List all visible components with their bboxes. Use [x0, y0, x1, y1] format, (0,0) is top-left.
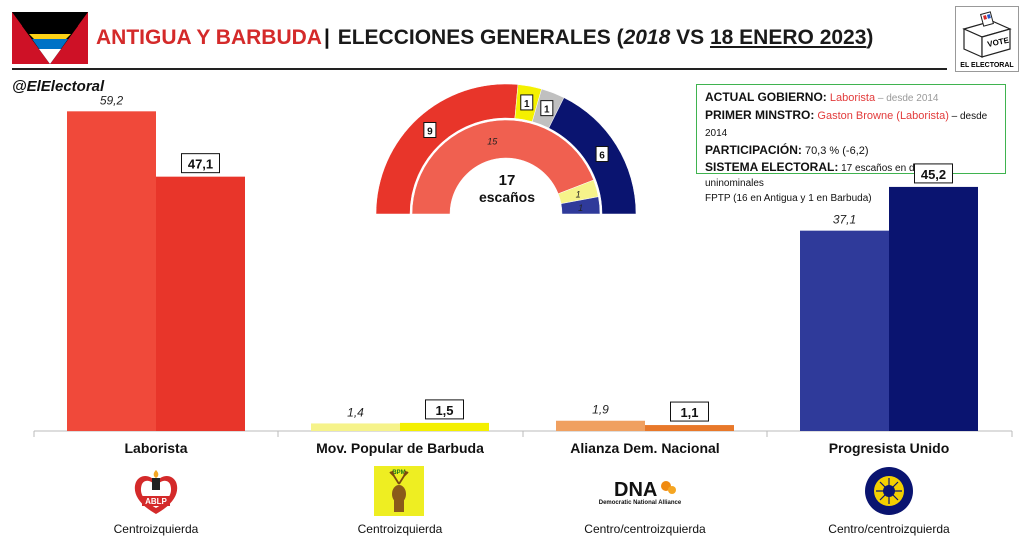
- ideology-pu: Centro/centroizquierda: [828, 522, 950, 536]
- title-separator: |: [323, 26, 330, 49]
- seat-arc-2018-label: 15: [487, 136, 498, 146]
- dna-logo: DNA Democratic National Alliance: [599, 479, 682, 506]
- data-label-2023: 1,1: [680, 405, 698, 420]
- seat-arc-2023: [548, 97, 637, 215]
- title-vs: VS: [670, 26, 710, 49]
- svg-text:Democratic National Alliance: Democratic National Alliance: [599, 500, 682, 506]
- bar-2023: [889, 186, 978, 431]
- ideology-mpb: Centroizquierda: [357, 522, 443, 536]
- system-value: 17 escaños en distritos uninominales: [705, 163, 944, 189]
- info-box: ACTUAL GOBIERNO: Laborista – desde 2014 …: [696, 84, 1006, 204]
- title-main: ELECCIONES GENERALES (: [337, 26, 624, 49]
- ballot-box-icon: VOTE EL ELECTORAL: [960, 11, 1014, 69]
- bar-2018: [311, 423, 400, 431]
- ideology-adn: Centro/centroizquierda: [584, 522, 706, 536]
- data-label-box-2023: [914, 163, 953, 184]
- data-label-2018: 59,2: [100, 93, 124, 107]
- title-end: ): [866, 26, 874, 49]
- seat-arc-2023-label-box: [520, 94, 534, 111]
- seats-total-label: escaños: [478, 189, 536, 205]
- gov-label: ACTUAL GOBIERNO:: [705, 90, 827, 104]
- seat-arc-2018: [411, 119, 594, 215]
- seat-arc-2023-label: 9: [427, 126, 433, 137]
- title-year: 2018: [623, 26, 671, 49]
- gov-value: Laborista: [829, 92, 876, 104]
- data-label-box-2023: [425, 399, 464, 420]
- gov-since: – desde 2014: [875, 93, 939, 104]
- antigua-flag-icon: [12, 12, 88, 64]
- turnout-label: PARTICIPACIÓN:: [705, 143, 802, 157]
- parliament-chart: 9 1 1 6 15 1 1: [375, 83, 637, 215]
- bar-chart: 59,2 47,1 1,4 1,5 1,9 1,1 37,1 45,2: [33, 93, 1013, 437]
- seat-arc-2023-label: 6: [599, 151, 605, 162]
- bar-2023: [156, 176, 245, 431]
- data-label-box-2023: [181, 153, 220, 174]
- bar-2018: [556, 420, 645, 431]
- seat-arc-2018: [560, 196, 601, 215]
- svg-text:DNA: DNA: [614, 479, 657, 501]
- pm-since: – desde 2014: [705, 111, 988, 139]
- upp-logo: [865, 467, 913, 515]
- el-electoral-logo: VOTE EL ELECTORAL: [955, 6, 1019, 72]
- party-name-mpb: Mov. Popular de Barbuda: [316, 440, 484, 456]
- ablp-logo: ABLP: [134, 470, 178, 514]
- system-label: SISTEMA ELECTORAL:: [705, 160, 839, 174]
- svg-text:ABLP: ABLP: [145, 497, 167, 506]
- data-label-2023: 45,2: [921, 167, 946, 182]
- bpm-deer-logo: BPM: [374, 466, 424, 516]
- data-label-2018: 37,1: [833, 213, 856, 227]
- data-label-box-2023: [670, 401, 709, 422]
- seat-arc-2023-label-box: [540, 100, 554, 117]
- bar-2018: [67, 111, 156, 431]
- title-date: 18 ENERO 2023: [709, 26, 867, 49]
- seat-arc-2018-label: 1: [578, 203, 583, 213]
- bar-2018: [800, 230, 889, 431]
- seat-arc-2023-label: 1: [544, 105, 550, 116]
- pm-label: PRIMER MINSTRO:: [705, 108, 815, 122]
- data-label-2023: 1,5: [435, 403, 453, 418]
- header-divider: [12, 68, 947, 70]
- seat-arc-2023-label-box: [595, 146, 609, 163]
- data-label-2018: 1,4: [347, 405, 364, 419]
- country-name: ANTIGUA Y BARBUDA: [96, 26, 322, 49]
- ideology-laborista: Centroizquierda: [113, 522, 199, 536]
- logo-brand-text: EL ELECTORAL: [960, 62, 1014, 69]
- bar-2023: [400, 422, 489, 431]
- party-name-laborista: Laborista: [124, 440, 188, 456]
- twitter-handle: @ElElectoral: [12, 78, 105, 95]
- data-label-2018: 1,9: [592, 403, 609, 417]
- seat-arc-2023-label: 1: [524, 99, 530, 110]
- page-title: ANTIGUA Y BARBUDA| ELECCIONES GENERALES …: [96, 26, 873, 50]
- party-name-pu: Progresista Unido: [828, 440, 950, 456]
- turnout-value: 70,3 % (-6,2): [801, 145, 869, 157]
- party-name-adn: Alianza Dem. Nacional: [570, 440, 720, 456]
- seats-total: 17: [498, 172, 516, 189]
- pm-value: Gaston Browne (Laborista): [817, 110, 949, 122]
- system-value-2: FPTP (16 en Antigua y 1 en Barbuda): [705, 193, 872, 204]
- svg-text:BPM: BPM: [392, 470, 405, 476]
- bar-2023: [645, 425, 734, 431]
- seats-center-label: 17 escaños: [462, 172, 552, 205]
- data-label-2023: 47,1: [188, 157, 213, 172]
- seat-arc-2023-label-box: [423, 121, 437, 138]
- seat-arc-2018-label: 1: [576, 189, 581, 199]
